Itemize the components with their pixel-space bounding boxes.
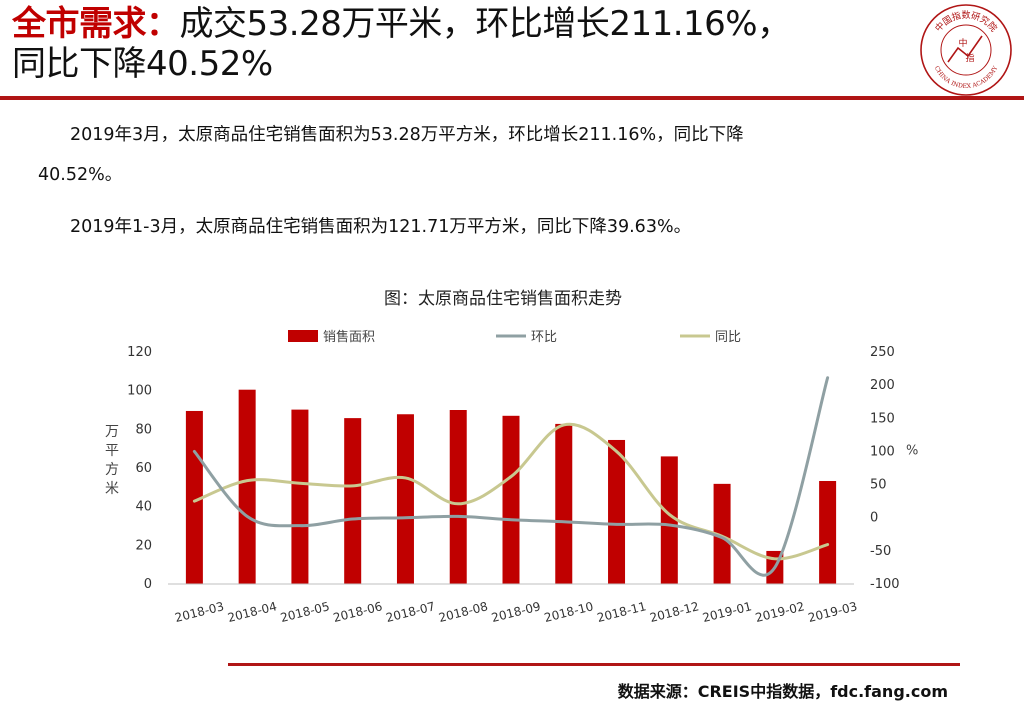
logo-bottom-text: CHINA INDEX ACADEMY: [933, 64, 1000, 90]
y-right-tick-label: -100: [870, 577, 900, 592]
x-tick-label: 2018-04: [226, 599, 278, 625]
headline-text-line1: 成交53.28万平米，环比增长211.16%，: [179, 4, 792, 44]
x-tick-label: 2018-03: [173, 599, 225, 625]
logo-top-text: 中国指数研究院: [932, 9, 999, 34]
data-source-note: 数据来源：CREIS中指数据，fdc.fang.com: [617, 682, 948, 701]
y-right-tick-label: -50: [870, 544, 891, 559]
x-tick-label: 2018-05: [279, 599, 331, 625]
x-tick-label: 2018-11: [596, 599, 648, 625]
headline-text-line2: 同比下降40.52%: [12, 44, 273, 84]
bar-2018-08: [449, 410, 467, 584]
y-left-tick-label: 40: [135, 500, 152, 515]
y-right-axis-label: %: [906, 444, 918, 459]
legend-label-3: 同比: [715, 330, 741, 345]
y-left-tick-label: 20: [135, 538, 152, 553]
y-right-tick-label: 200: [870, 378, 895, 393]
y-right-tick-label: 100: [870, 444, 895, 459]
paragraph-1-line-1: 2019年3月，太原商品住宅销售面积为53.28万平方米，环比增长211.16%…: [70, 125, 744, 145]
y-left-tick-label: 60: [135, 461, 152, 476]
x-tick-label: 2018-07: [384, 599, 436, 625]
y-left-axis-label-char: 万: [105, 424, 119, 440]
paragraph-2: 2019年1-3月，太原商品住宅销售面积为121.71万平方米，同比下降39.6…: [70, 217, 692, 237]
x-tick-label: 2019-01: [701, 599, 753, 625]
y-left-axis-label-char: 米: [105, 481, 119, 497]
x-tick-label: 2018-06: [332, 599, 384, 625]
x-tick-label: 2018-10: [543, 599, 595, 625]
bar-2018-05: [291, 409, 309, 584]
legend-label-2: 环比: [531, 330, 557, 345]
y-left-axis-label-char: 平: [105, 443, 119, 459]
bar-2018-06: [344, 418, 362, 584]
y-left-tick-label: 120: [127, 345, 152, 360]
logo-center-text-1: 中: [958, 37, 967, 49]
y-left-axis-label-char: 方: [105, 462, 119, 478]
bar-2018-12: [660, 456, 678, 584]
y-left-tick-label: 100: [127, 384, 152, 399]
bar-2018-09: [502, 415, 520, 584]
bar-2018-03: [185, 410, 203, 584]
headline-label: 全市需求：: [12, 4, 180, 44]
y-right-tick-label: 0: [870, 511, 878, 526]
legend-label-1: 销售面积: [323, 329, 375, 345]
legend-swatch-1: [288, 330, 318, 342]
x-tick-label: 2019-02: [754, 599, 806, 625]
x-tick-label: 2018-08: [437, 599, 489, 625]
chart-title: 图：太原商品住宅销售面积走势: [384, 289, 622, 309]
svg-text:中国指数研究院: 中国指数研究院: [932, 9, 999, 34]
bar-2018-10: [555, 423, 573, 584]
bar-2018-04: [238, 389, 256, 584]
bar-2018-11: [608, 439, 626, 584]
y-right-tick-label: 50: [870, 478, 887, 493]
y-right-tick-label: 250: [870, 345, 895, 360]
bar-2019-03: [819, 480, 837, 584]
bar-2018-07: [396, 414, 414, 584]
x-tick-label: 2019-03: [807, 599, 859, 625]
svg-text:CHINA INDEX ACADEMY: CHINA INDEX ACADEMY: [933, 64, 1000, 90]
paragraph-1-line-2: 40.52%。: [38, 165, 123, 185]
x-tick-label: 2018-12: [648, 599, 700, 625]
bar-2019-01: [713, 483, 731, 584]
y-left-tick-label: 80: [135, 422, 152, 437]
china-index-academy-logo: 中国指数研究院 CHINA INDEX ACADEMY 中 指: [920, 4, 1012, 96]
top-divider: [0, 96, 1024, 100]
line-series-环比: [192, 376, 830, 577]
x-tick-label: 2018-09: [490, 599, 542, 625]
headline: 全市需求：成交53.28万平米，环比增长211.16%， 同比下降40.52%: [12, 4, 912, 84]
logo-center-text-2: 指: [965, 52, 974, 64]
y-right-tick-label: 150: [870, 411, 895, 426]
bottom-divider: [228, 663, 960, 666]
y-left-tick-label: 0: [144, 577, 152, 592]
